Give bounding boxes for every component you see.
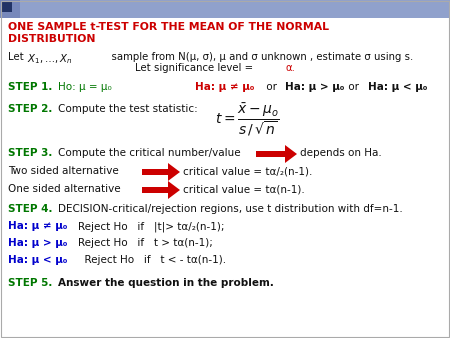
Bar xyxy=(20,0,450,18)
Text: Let: Let xyxy=(8,52,27,62)
Bar xyxy=(142,169,170,175)
Text: Two sided alternative: Two sided alternative xyxy=(8,166,119,176)
Polygon shape xyxy=(168,163,180,181)
Text: Ha: μ ≠ μ₀: Ha: μ ≠ μ₀ xyxy=(195,82,254,92)
Text: or: or xyxy=(263,82,280,92)
Text: Compute the test statistic:: Compute the test statistic: xyxy=(58,104,198,114)
Text: STEP 4.: STEP 4. xyxy=(8,204,53,214)
Polygon shape xyxy=(168,181,180,199)
Bar xyxy=(0,0,450,18)
Text: DECISION-critical/rejection regions, use t distribution with df=n-1.: DECISION-critical/rejection regions, use… xyxy=(58,204,403,214)
Text: sample from N(μ, σ), μ and σ unknown , estimate σ using s.: sample from N(μ, σ), μ and σ unknown , e… xyxy=(105,52,413,62)
Bar xyxy=(256,151,287,157)
Text: depends on Ha.: depends on Ha. xyxy=(300,148,382,158)
Text: Ha: μ > μ₀: Ha: μ > μ₀ xyxy=(285,82,344,92)
Text: Compute the critical number/value: Compute the critical number/value xyxy=(58,148,241,158)
Text: $t = \dfrac{\bar{x} - \mu_o}{s\, /\, \sqrt{n}}$: $t = \dfrac{\bar{x} - \mu_o}{s\, /\, \sq… xyxy=(215,102,280,138)
Bar xyxy=(2,2,12,12)
Text: STEP 1.: STEP 1. xyxy=(8,82,52,92)
Text: Reject Ho   if   |t|> tα/₂(n-1);: Reject Ho if |t|> tα/₂(n-1); xyxy=(78,221,225,232)
Text: DISTRIBUTION: DISTRIBUTION xyxy=(8,34,95,44)
Text: Reject Ho   if   t < - tα(n-1).: Reject Ho if t < - tα(n-1). xyxy=(78,255,226,265)
Text: or: or xyxy=(345,82,362,92)
Text: Ha: μ < μ₀: Ha: μ < μ₀ xyxy=(8,255,68,265)
Text: STEP 3.: STEP 3. xyxy=(8,148,52,158)
Text: Reject Ho   if   t > tα(n-1);: Reject Ho if t > tα(n-1); xyxy=(78,238,213,248)
Polygon shape xyxy=(285,145,297,163)
Text: Ha: μ > μ₀: Ha: μ > μ₀ xyxy=(8,238,68,248)
Text: $X_1,\ldots,X_n$: $X_1,\ldots,X_n$ xyxy=(27,52,72,66)
Text: Answer the question in the problem.: Answer the question in the problem. xyxy=(58,278,274,288)
Text: STEP 5.: STEP 5. xyxy=(8,278,52,288)
Text: Ha: μ < μ₀: Ha: μ < μ₀ xyxy=(368,82,428,92)
Text: critical value = tα(n-1).: critical value = tα(n-1). xyxy=(183,184,305,194)
Text: critical value = tα/₂(n-1).: critical value = tα/₂(n-1). xyxy=(183,166,312,176)
Text: ONE SAMPLE t-TEST FOR THE MEAN OF THE NORMAL: ONE SAMPLE t-TEST FOR THE MEAN OF THE NO… xyxy=(8,22,329,32)
Text: α.: α. xyxy=(285,63,295,73)
Text: Let significance level =: Let significance level = xyxy=(135,63,253,73)
Text: One sided alternative: One sided alternative xyxy=(8,184,121,194)
Bar xyxy=(142,187,170,193)
Text: Ho: μ = μ₀: Ho: μ = μ₀ xyxy=(58,82,112,92)
Text: STEP 2.: STEP 2. xyxy=(8,104,52,114)
Text: Ha: μ ≠ μ₀: Ha: μ ≠ μ₀ xyxy=(8,221,68,231)
